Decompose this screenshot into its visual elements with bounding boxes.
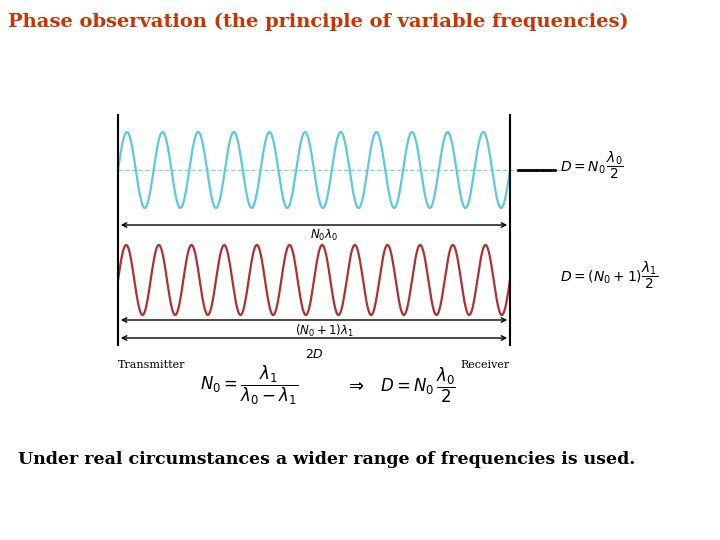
Text: $2D$: $2D$	[305, 348, 323, 361]
Text: Phase observation (the principle of variable frequencies): Phase observation (the principle of vari…	[8, 13, 629, 31]
Text: $\Rightarrow$: $\Rightarrow$	[345, 376, 365, 394]
Text: $N_0\lambda_0$: $N_0\lambda_0$	[310, 228, 338, 243]
Text: Receiver: Receiver	[461, 360, 510, 370]
Text: $(N_0+1)\lambda_1$: $(N_0+1)\lambda_1$	[294, 323, 354, 339]
Text: Transmitter: Transmitter	[118, 360, 186, 370]
Text: $N_0 = \dfrac{\lambda_1}{\lambda_0 - \lambda_1}$: $N_0 = \dfrac{\lambda_1}{\lambda_0 - \la…	[200, 363, 299, 407]
Text: $D = N_0\,\dfrac{\lambda_0}{2}$: $D = N_0\,\dfrac{\lambda_0}{2}$	[380, 366, 456, 404]
Text: Under real circumstances a wider range of frequencies is used.: Under real circumstances a wider range o…	[18, 451, 635, 468]
Text: $D = \left(N_0+1\right)\dfrac{\lambda_1}{2}$: $D = \left(N_0+1\right)\dfrac{\lambda_1}…	[560, 259, 658, 291]
Text: $D = N_0\,\dfrac{\lambda_0}{2}$: $D = N_0\,\dfrac{\lambda_0}{2}$	[560, 149, 624, 181]
